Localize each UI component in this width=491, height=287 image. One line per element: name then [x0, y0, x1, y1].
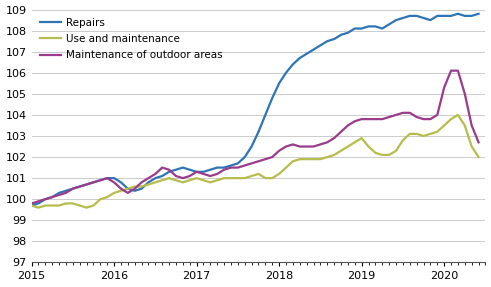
Repairs [28, 204, 34, 207]
Use and maintenance [145, 183, 151, 186]
Use and maintenance [35, 206, 41, 209]
Maintenance of outdoor areas [28, 202, 34, 205]
Repairs [380, 27, 385, 30]
Repairs [63, 189, 69, 193]
Maintenance of outdoor areas [221, 168, 227, 171]
Use and maintenance [228, 177, 234, 180]
Maintenance of outdoor areas [441, 86, 447, 89]
Line: Use and maintenance: Use and maintenance [31, 115, 479, 208]
Repairs [441, 14, 447, 18]
Use and maintenance [173, 179, 179, 182]
Maintenance of outdoor areas [380, 117, 385, 121]
Use and maintenance [28, 204, 34, 207]
Use and maintenance [70, 202, 76, 205]
Line: Maintenance of outdoor areas: Maintenance of outdoor areas [31, 71, 479, 203]
Repairs [476, 12, 482, 15]
Maintenance of outdoor areas [166, 168, 172, 171]
Repairs [455, 12, 461, 15]
Maintenance of outdoor areas [448, 69, 454, 72]
Use and maintenance [235, 177, 241, 180]
Use and maintenance [476, 155, 482, 159]
Use and maintenance [386, 153, 392, 157]
Repairs [138, 187, 144, 190]
Maintenance of outdoor areas [138, 181, 144, 184]
Use and maintenance [455, 113, 461, 117]
Line: Repairs: Repairs [31, 14, 479, 205]
Repairs [221, 166, 227, 169]
Repairs [166, 170, 172, 174]
Legend: Repairs, Use and maintenance, Maintenance of outdoor areas: Repairs, Use and maintenance, Maintenanc… [37, 15, 226, 63]
Maintenance of outdoor areas [476, 141, 482, 144]
Maintenance of outdoor areas [63, 191, 69, 195]
